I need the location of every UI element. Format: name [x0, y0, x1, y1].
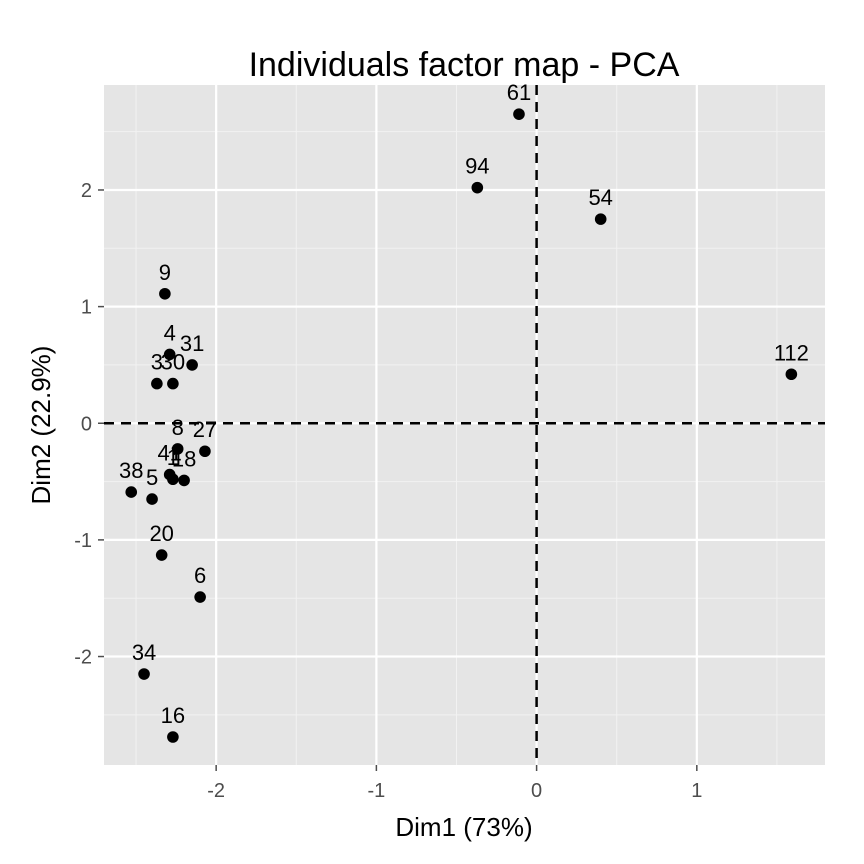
y-tick-label: 1 [81, 297, 92, 319]
data-point [146, 493, 158, 505]
y-tick-label: 0 [81, 413, 92, 435]
point-label: 30 [161, 350, 185, 375]
data-point [513, 108, 525, 120]
data-point [171, 443, 184, 455]
point-label: 38 [119, 458, 143, 483]
y-axis-ticks: -2 -1 0 1 2 [74, 180, 104, 669]
point-label: 18 [172, 446, 196, 471]
x-tick-label: -1 [367, 780, 385, 802]
y-axis-title: Dim2 (22.9%) [26, 346, 56, 505]
point-label: 31 [180, 331, 204, 356]
data-point [199, 445, 211, 458]
data-point [151, 377, 163, 390]
reference-lines [104, 85, 825, 765]
data-point [167, 377, 179, 390]
x-axis-title: Dim1 (73%) [395, 812, 532, 842]
data-point [178, 474, 190, 487]
data-point [167, 473, 179, 486]
point-label: 34 [132, 640, 156, 665]
plot-panel [104, 85, 825, 765]
y-tick-label: -1 [74, 530, 92, 552]
data-point [186, 359, 198, 371]
data-point [125, 486, 138, 498]
point-label: 6 [194, 563, 206, 588]
x-tick-label: -2 [207, 780, 225, 802]
point-label: 41 [157, 441, 181, 466]
data-point [155, 549, 168, 561]
y-tick-label: 2 [81, 180, 92, 202]
data-point [159, 287, 171, 300]
y-tick-label: -2 [74, 647, 92, 669]
point-label: 27 [193, 417, 217, 442]
point-label: 20 [149, 521, 173, 546]
point-label: 5 [146, 465, 158, 490]
data-points [125, 108, 798, 743]
point-label: 54 [588, 185, 612, 210]
x-tick-label: 0 [531, 780, 542, 802]
data-point [163, 348, 176, 361]
chart-title: Individuals factor map - PCA [249, 46, 680, 84]
minor-gridlines [104, 85, 825, 765]
data-point [138, 668, 150, 680]
point-label: 61 [507, 80, 531, 105]
point-label: 4 [164, 320, 176, 345]
x-axis-ticks: -2 -1 0 1 [207, 765, 702, 802]
point-label: 16 [161, 703, 185, 728]
data-point [167, 731, 179, 743]
point-label: 112 [774, 340, 809, 365]
x-tick-label: 1 [691, 780, 702, 802]
data-point [785, 368, 798, 381]
point-label: 1 [167, 445, 179, 470]
point-label: 9 [159, 260, 171, 285]
point-label: 3 [151, 350, 163, 375]
data-point [594, 213, 607, 225]
point-label: 94 [465, 154, 489, 179]
data-point [471, 181, 484, 194]
point-label: 8 [172, 415, 184, 440]
data-point [194, 591, 206, 603]
